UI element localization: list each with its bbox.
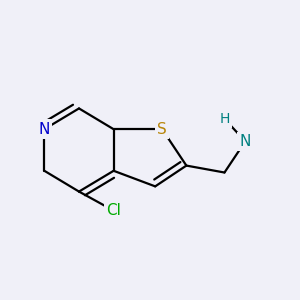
Text: S: S [157,122,167,137]
Text: H: H [219,112,230,126]
Text: Cl: Cl [106,203,121,218]
Text: N: N [39,122,50,137]
Text: N: N [240,134,251,149]
